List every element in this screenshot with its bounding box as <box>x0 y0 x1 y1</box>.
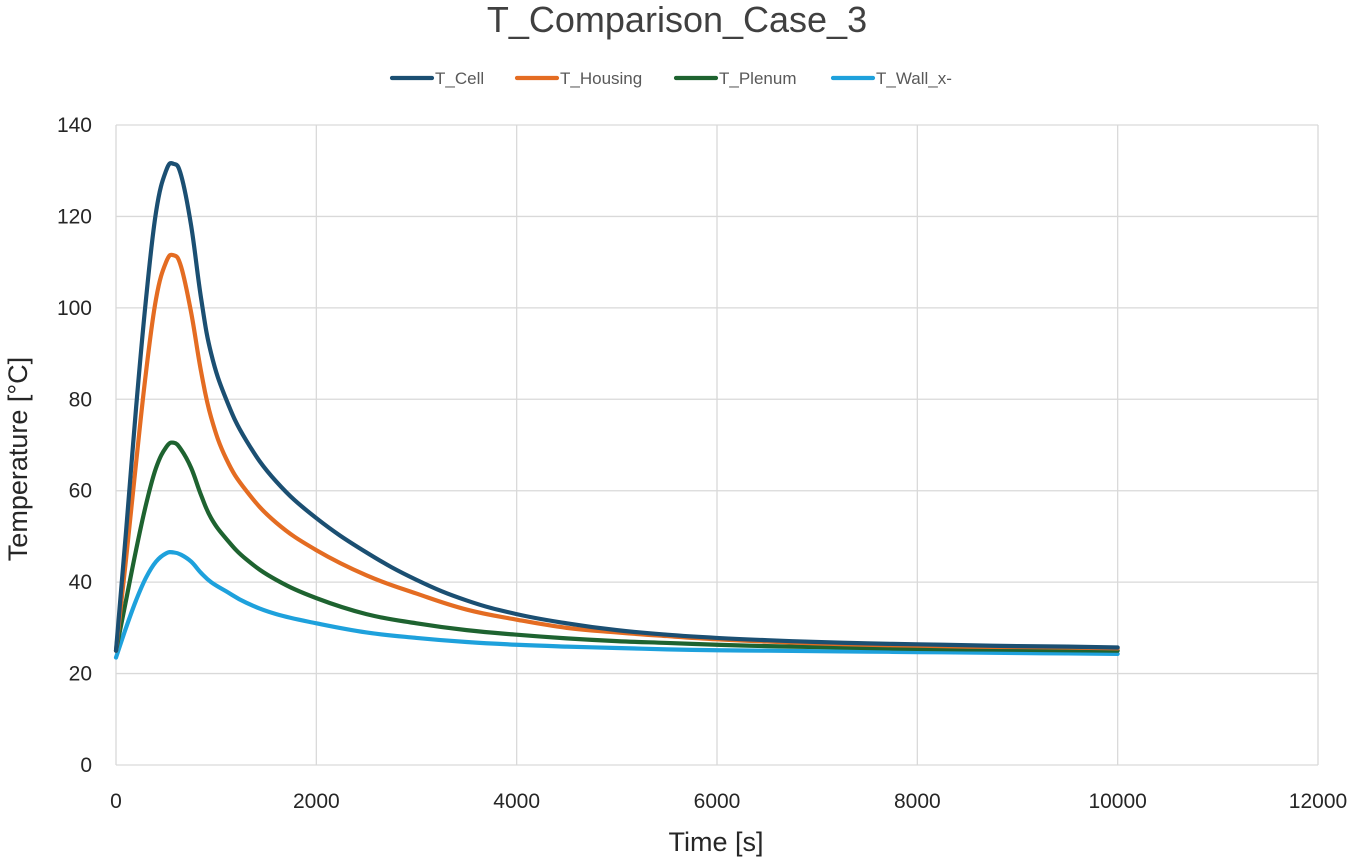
x-tick-label: 6000 <box>694 790 741 813</box>
y-tick-label: 20 <box>69 663 92 686</box>
x-tick-label: 2000 <box>293 790 340 813</box>
x-tick-label: 4000 <box>493 790 540 813</box>
legend-label-t-housing: T_Housing <box>560 69 642 88</box>
series-line-t-cell <box>113 161 1120 653</box>
legend-label-t-wall-x: T_Wall_x- <box>876 69 952 88</box>
gridlines <box>115 124 1319 766</box>
series-line-t-wall-x <box>113 549 1120 660</box>
y-tick-label: 100 <box>57 297 92 320</box>
y-axis-label: Temperature [°C] <box>3 357 33 561</box>
series-group <box>113 161 1120 660</box>
x-tick-label: 12000 <box>1289 790 1347 813</box>
legend: T_Cell T_Housing T_Plenum T_Wall_x- <box>389 69 952 88</box>
legend-label-t-plenum: T_Plenum <box>719 69 796 88</box>
y-tick-label: 80 <box>69 388 92 411</box>
x-axis-label: Time [s] <box>668 827 763 857</box>
y-tick-label: 140 <box>57 114 92 137</box>
tick-labels: 0 20 40 60 80 100 120 140 0 2000 4000 6000 8000 10000… <box>57 114 1347 813</box>
x-tick-label: 0 <box>110 790 122 813</box>
series-line-t-plenum <box>113 440 1120 653</box>
y-tick-label: 40 <box>69 571 92 594</box>
y-tick-label: 60 <box>69 480 92 503</box>
chart-title: T_Comparison_Case_3 <box>487 0 867 40</box>
y-tick-label: 120 <box>57 205 92 228</box>
legend-label-t-cell: T_Cell <box>435 69 484 88</box>
series-line-t-housing <box>113 252 1120 653</box>
y-tick-label: 0 <box>80 754 92 777</box>
x-tick-label: 8000 <box>894 790 941 813</box>
x-tick-label: 10000 <box>1088 790 1146 813</box>
